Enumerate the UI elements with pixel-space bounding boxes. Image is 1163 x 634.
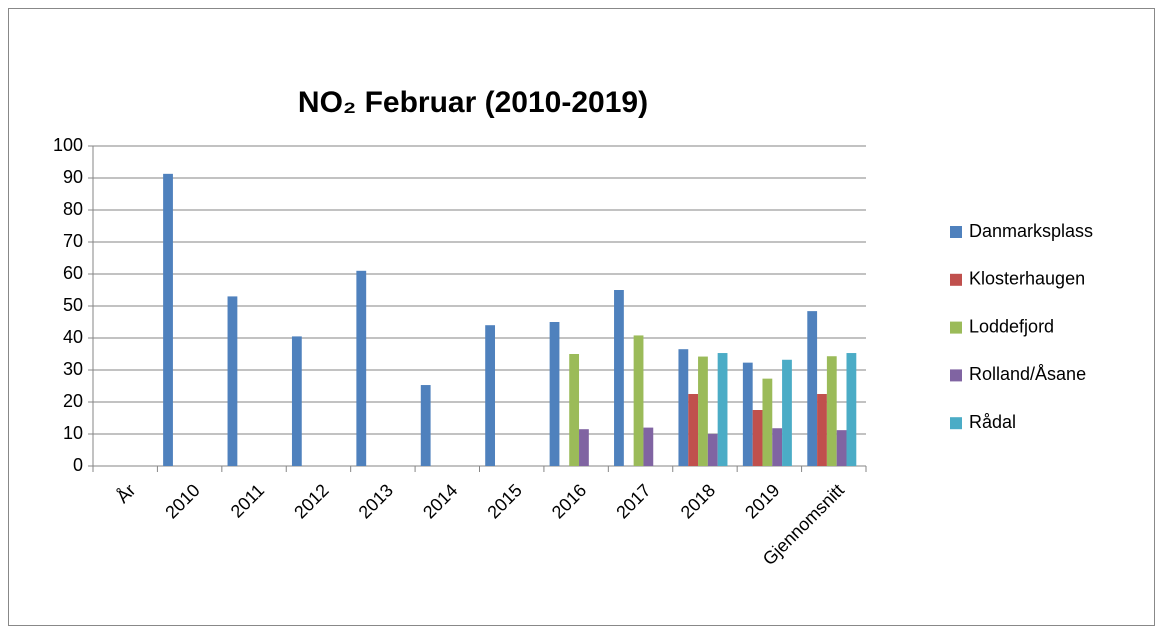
bar — [163, 173, 173, 466]
bar — [569, 354, 580, 466]
bar — [420, 385, 431, 466]
chart-border — [8, 8, 1155, 626]
bar — [549, 322, 560, 466]
y-tick-label: 30 — [63, 359, 83, 379]
bar — [762, 378, 773, 466]
legend-label: Loddefjord — [969, 316, 1054, 336]
bar — [633, 335, 644, 466]
bar — [717, 353, 728, 466]
legend-swatch — [950, 273, 962, 286]
bar — [807, 311, 818, 466]
y-tick-label: 60 — [63, 263, 83, 283]
bar — [356, 270, 367, 466]
y-tick-label: 70 — [63, 231, 83, 251]
y-tick-label: 90 — [63, 167, 83, 187]
chart-title: NO₂ Februar (2010-2019) — [298, 86, 648, 119]
y-tick-label: 0 — [73, 455, 83, 475]
bar — [614, 290, 624, 466]
bar — [291, 336, 302, 466]
legend-label: Klosterhaugen — [969, 269, 1085, 289]
legend-label: Rolland/Åsane — [969, 364, 1086, 384]
y-tick-label: 40 — [63, 327, 83, 347]
bar — [227, 296, 238, 466]
bar — [643, 427, 654, 466]
legend-swatch — [950, 369, 962, 382]
bar — [826, 356, 837, 466]
bar — [698, 356, 708, 466]
y-tick-label: 20 — [63, 391, 83, 411]
legend-swatch — [950, 321, 962, 334]
legend-label: Rådal — [969, 412, 1016, 432]
y-tick-label: 100 — [53, 135, 83, 155]
bar — [707, 434, 718, 466]
y-tick-label: 80 — [63, 199, 83, 219]
bar — [782, 359, 792, 466]
legend-swatch — [950, 226, 962, 238]
bar — [836, 430, 847, 466]
y-tick-label: 10 — [63, 423, 83, 443]
bar — [817, 394, 827, 466]
bar — [485, 325, 496, 466]
bar — [678, 349, 689, 466]
bar — [688, 394, 699, 466]
bar — [579, 429, 589, 466]
legend-swatch — [950, 417, 962, 430]
bar — [742, 362, 753, 466]
bar — [772, 428, 783, 466]
bar — [752, 410, 763, 466]
y-tick-label: 50 — [63, 295, 83, 315]
bar — [846, 353, 857, 466]
legend-label: Danmarksplass — [969, 221, 1093, 241]
